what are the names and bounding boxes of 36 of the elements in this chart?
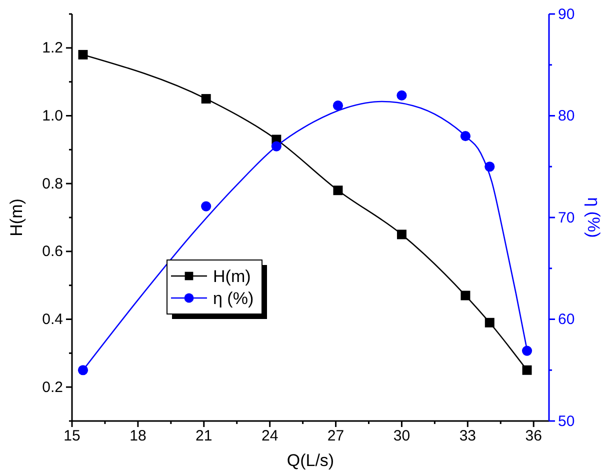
y2-tick-label: 60 xyxy=(558,311,575,328)
y-tick-label: 0.4 xyxy=(42,311,63,328)
point xyxy=(78,50,88,60)
y-tick-label: 1.0 xyxy=(42,108,63,125)
x-axis-title: Q(L/s) xyxy=(286,451,334,470)
y-axis-title: H(m) xyxy=(7,198,26,236)
point xyxy=(396,90,407,100)
point xyxy=(522,365,532,375)
point xyxy=(522,346,532,356)
x-tick-label: 36 xyxy=(525,428,542,445)
y2-tick-label: 70 xyxy=(558,209,575,226)
x-tick-label: 33 xyxy=(459,428,476,445)
x-tick-label: 15 xyxy=(64,428,80,445)
legend-label: η (%) xyxy=(213,289,254,308)
y-tick-label: 0.2 xyxy=(42,378,63,396)
point xyxy=(201,94,211,104)
y2-axis-title: η (%) xyxy=(584,197,603,238)
x-tick-label: 18 xyxy=(130,428,146,445)
point xyxy=(333,186,343,196)
point xyxy=(460,290,470,300)
point xyxy=(484,318,494,328)
point xyxy=(332,100,344,111)
x-tick-label: 30 xyxy=(393,428,410,445)
y2-tick-label: 90 xyxy=(558,6,575,23)
legend-label: H(m) xyxy=(213,267,251,286)
x-tick-label: 24 xyxy=(261,428,278,445)
y2-tick-label: 80 xyxy=(558,108,575,125)
point xyxy=(78,365,88,376)
y2-tick-label: 50 xyxy=(558,412,575,430)
point xyxy=(201,201,212,212)
y-tick-label: 0.8 xyxy=(42,175,63,192)
x-tick-label: 27 xyxy=(327,428,344,445)
y-tick-label: 0.6 xyxy=(42,243,63,260)
point xyxy=(396,230,406,240)
y-tick-label: 1.2 xyxy=(42,40,63,57)
x-tick-label: 21 xyxy=(196,428,212,445)
